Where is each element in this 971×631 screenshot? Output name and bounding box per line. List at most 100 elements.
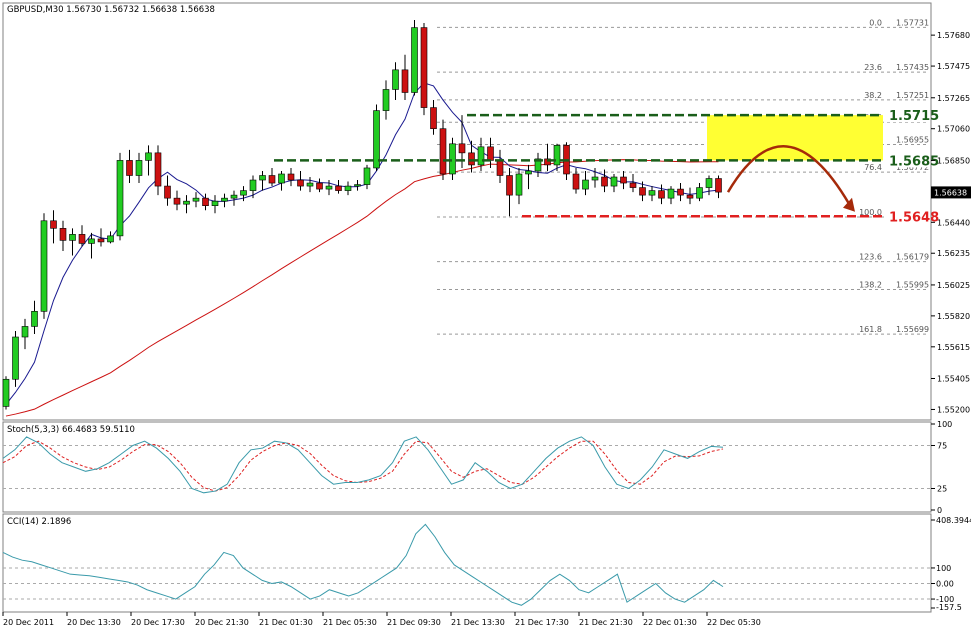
- fib-ratio-label: 38.2: [864, 91, 882, 100]
- candle-body: [135, 160, 143, 176]
- candle-body: [88, 238, 95, 244]
- current-price-label: 1.56638: [934, 188, 967, 197]
- candle: [458, 115, 466, 168]
- candle-body: [506, 175, 513, 196]
- candle: [506, 167, 513, 217]
- candle: [325, 180, 333, 196]
- candle-body: [373, 110, 380, 169]
- candle-body: [297, 179, 304, 187]
- candle: [658, 184, 665, 205]
- candle: [230, 190, 238, 206]
- candle: [525, 164, 532, 190]
- candle: [192, 192, 200, 208]
- price-tick-label: 1.57265: [937, 94, 970, 103]
- cci-tick-label: 0.00: [936, 580, 954, 589]
- stochastic-tick-label: 75: [937, 442, 947, 451]
- candle: [31, 300, 38, 334]
- fib-ratio-label: 161.8: [859, 325, 882, 334]
- candle-body: [487, 146, 494, 161]
- candle-body: [21, 326, 29, 338]
- stochastic-signal-line: [2, 440, 724, 492]
- candle: [221, 193, 228, 208]
- candle: [401, 54, 409, 101]
- candle: [677, 183, 684, 202]
- candle-body: [363, 167, 371, 185]
- candle: [392, 62, 399, 101]
- time-tick-label: 20 Dec 13:30: [67, 618, 121, 627]
- candle-body: [126, 160, 133, 176]
- time-tick-label: 22 Dec 05:30: [707, 618, 761, 627]
- candle: [135, 152, 143, 184]
- fib-ratio-label: 100.0: [859, 208, 882, 217]
- candle: [50, 210, 57, 244]
- candle-body: [230, 194, 238, 199]
- candle: [430, 100, 437, 135]
- candle: [211, 195, 219, 214]
- candle: [116, 152, 124, 241]
- price-tick-label: 1.55405: [937, 375, 970, 384]
- time-tick-label: 21 Dec 05:30: [323, 618, 377, 627]
- candle: [648, 186, 656, 202]
- candle: [696, 183, 703, 202]
- price-level-bg: [884, 107, 930, 123]
- main-price-panel: 0.01.5773123.61.5743538.21.5725150.01.57…: [2, 2, 971, 421]
- candle-body: [677, 188, 684, 196]
- candle-body: [411, 27, 418, 93]
- candle: [2, 376, 10, 410]
- candle-body: [553, 145, 561, 166]
- price-tick-label: 1.55200: [937, 405, 970, 414]
- cci-line: [2, 523, 724, 606]
- price-level-label: 1.5648: [889, 210, 939, 225]
- candle-body: [591, 176, 599, 181]
- candle: [373, 104, 380, 171]
- candle-body: [145, 152, 152, 161]
- forecast-arrow-head: [843, 197, 855, 212]
- candle: [126, 149, 133, 184]
- fib-price-label: 1.56772: [896, 163, 929, 172]
- candle: [667, 186, 675, 205]
- candle: [439, 119, 447, 181]
- candle: [620, 170, 627, 190]
- candle-body: [544, 158, 551, 166]
- candle: [411, 20, 418, 96]
- candle: [344, 181, 352, 196]
- candle: [382, 80, 390, 120]
- main-plot-frame: [2, 2, 932, 421]
- candle: [363, 164, 371, 190]
- time-tick-label: 21 Dec 17:30: [515, 618, 569, 627]
- candle-body: [582, 179, 589, 190]
- candle-body: [629, 182, 637, 188]
- horizontal-levels: 1.5715 1.5685 1.5648: [274, 107, 939, 225]
- candle-body: [154, 152, 162, 187]
- candle: [297, 170, 304, 191]
- candle-body: [335, 185, 342, 191]
- price-tick-label: 1.56440: [937, 218, 970, 227]
- price-tick-label: 1.56025: [937, 281, 970, 290]
- candle-body: [449, 143, 456, 175]
- candle-body: [240, 190, 247, 196]
- fib-ratio-label: 23.6: [864, 63, 882, 72]
- stochastic-tick-label: 0: [937, 506, 942, 515]
- cci-axis: 408.3944 100 0.00 -100-157.5: [931, 516, 971, 612]
- time-axis: 20 Dec 2011 20 Dec 13:30 20 Dec 17:30 20 De…: [2, 612, 761, 627]
- price-level-label: 1.5685: [889, 154, 939, 169]
- candle-body: [620, 176, 627, 184]
- time-tick-label: 21 Dec 13:30: [451, 618, 505, 627]
- price-tick-label: 1.56235: [937, 249, 970, 258]
- candle: [553, 143, 561, 171]
- candle-body: [477, 146, 485, 166]
- candle-body: [306, 182, 314, 187]
- candle: [69, 228, 76, 256]
- candle-body: [287, 173, 295, 181]
- candle-body: [316, 182, 323, 190]
- fib-ratio-label: 0.0: [869, 18, 882, 27]
- cci-tick-label: 408.3944: [936, 516, 971, 525]
- candle-body: [610, 176, 618, 187]
- price-tick-label: 1.55615: [937, 343, 970, 352]
- fib-ratio-label: 76.4: [864, 163, 882, 172]
- candle: [240, 186, 247, 202]
- price-level-bg: [884, 152, 930, 168]
- candle: [12, 330, 19, 387]
- candle-body: [2, 378, 10, 407]
- price-axis: 1.57680 1.57475 1.57265 1.57060 1.56850 1.566…: [931, 31, 971, 414]
